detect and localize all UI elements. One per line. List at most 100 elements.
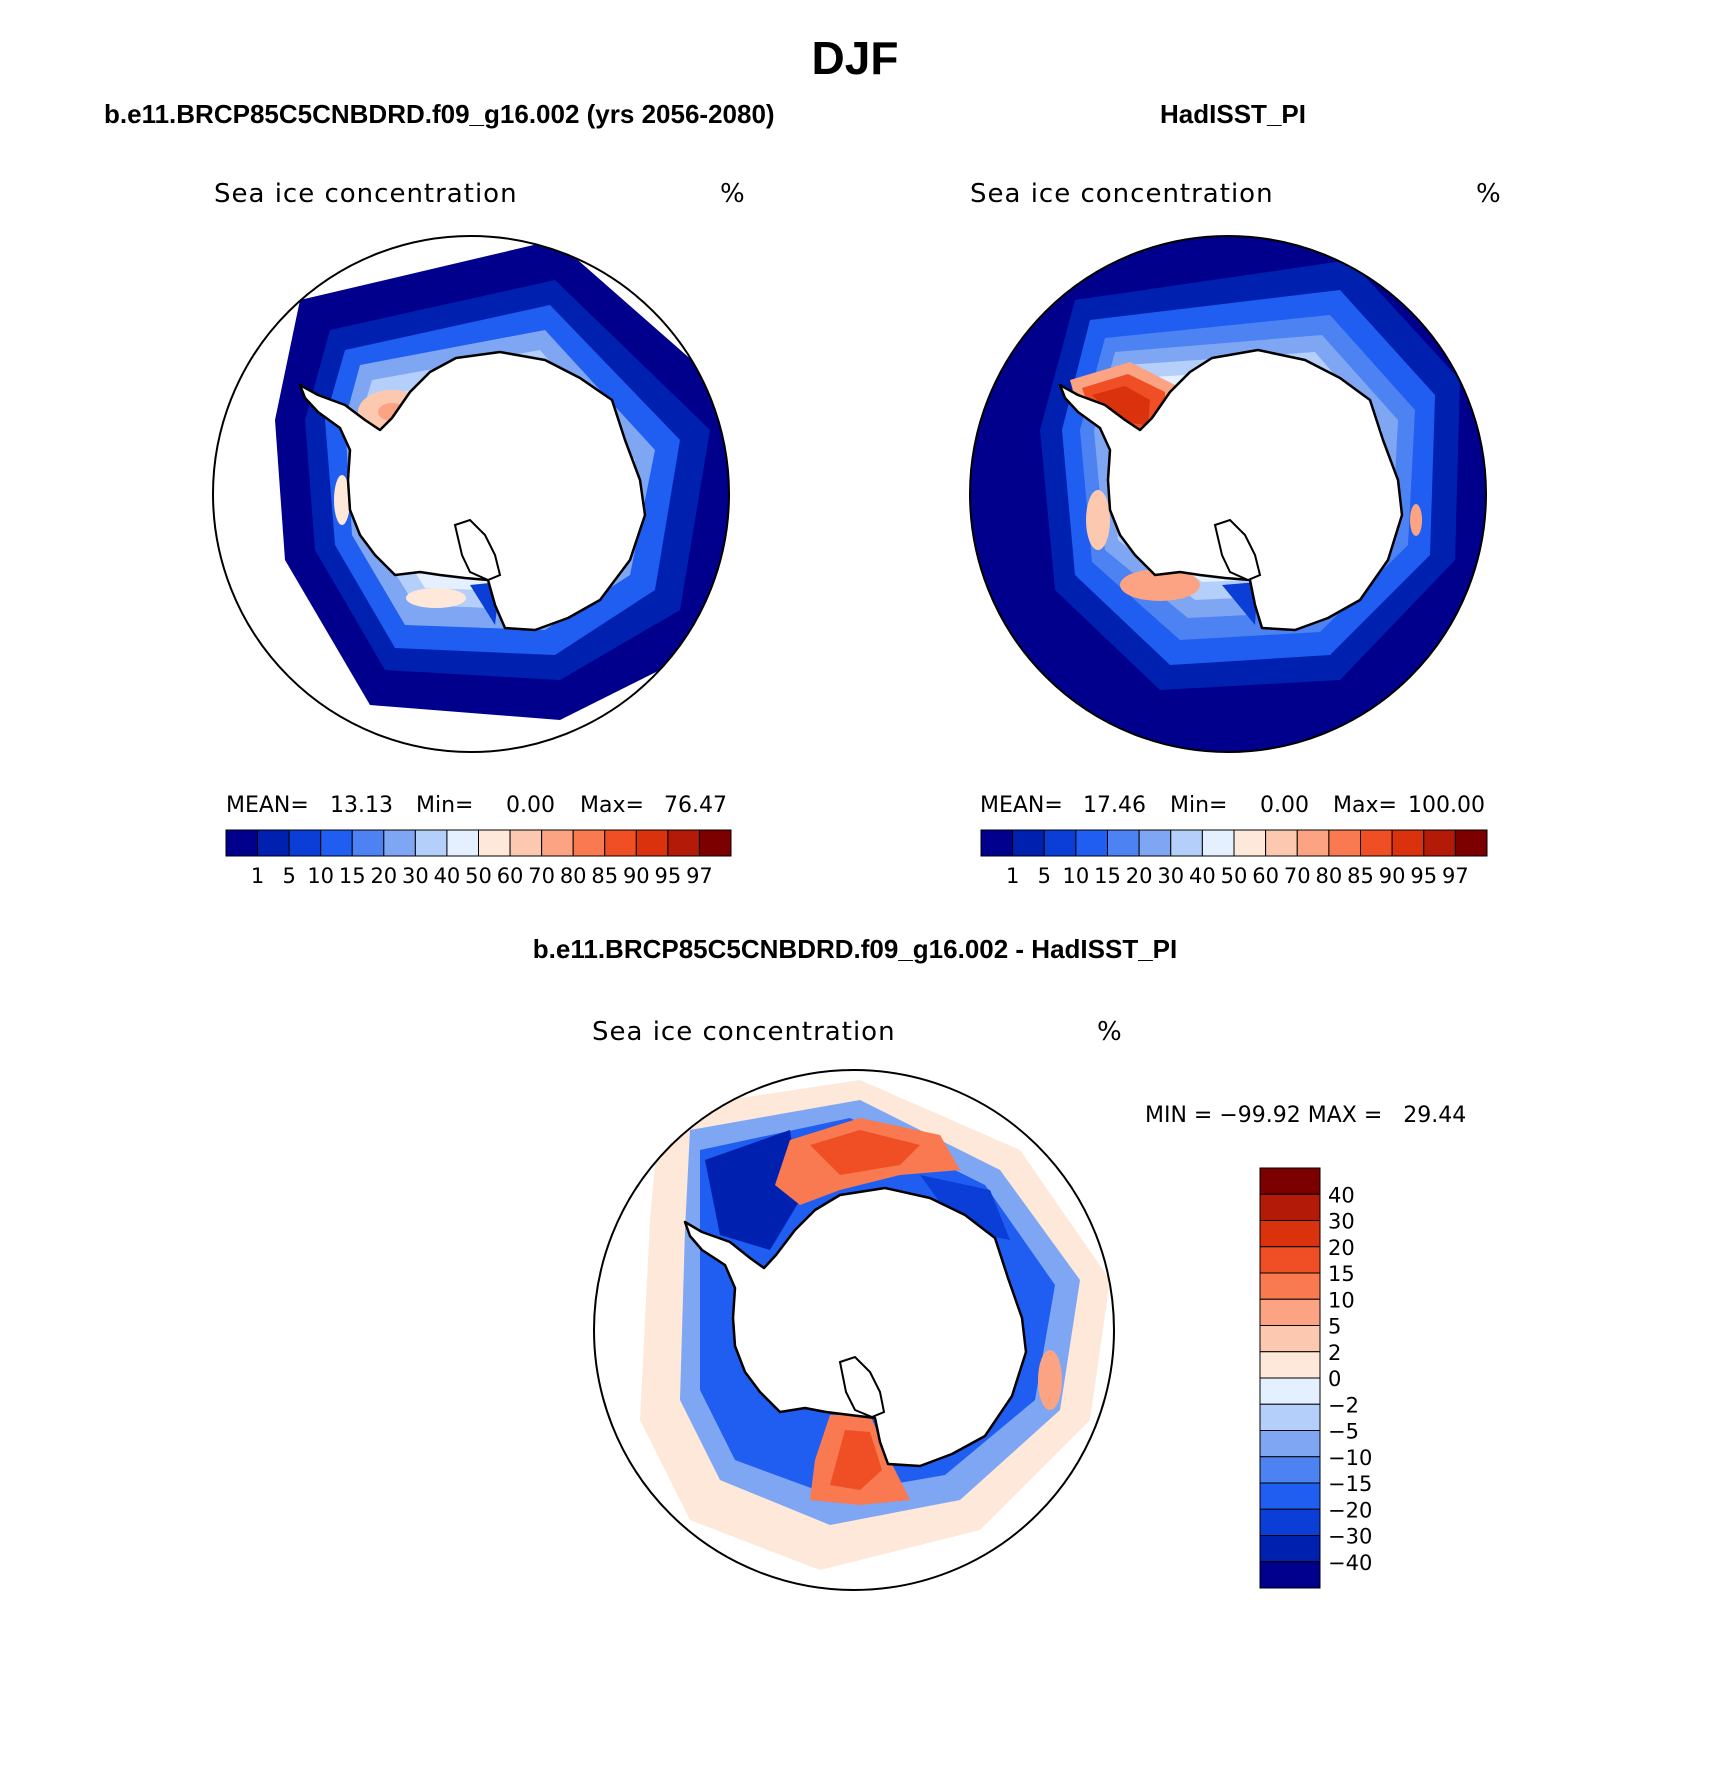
colorbar-tick-label: 90 [1379,864,1406,888]
low-concentration-patch [1222,582,1258,625]
colorbar-swatch [1233,829,1267,857]
colorbar-swatch [1454,829,1488,857]
colorbar-tick-label: 70 [1284,864,1311,888]
colorbar-swatch [1259,1482,1321,1510]
colorbar-tick-label: 80 [1316,864,1343,888]
colorbar-tick-label: 20 [370,864,397,888]
colorbar-swatch [1259,1377,1321,1405]
colorbar-swatch [1259,1403,1321,1431]
colorbar-swatch [320,829,353,857]
colorbar-tick-label: 15 [1328,1262,1355,1286]
colorbar-swatch [1138,829,1172,857]
colorbar-swatch [383,829,416,857]
colorbar-tick-label: 1 [251,864,264,888]
colorbar-tick-label: 60 [1252,864,1279,888]
colorbar-swatch [667,829,700,857]
colorbar-swatch [1423,829,1456,857]
colorbar-tick-label: 10 [1328,1288,1355,1312]
units-label: % [720,179,745,209]
units-label: % [1476,179,1501,209]
colorbar-swatch [980,829,1014,857]
colorbar-tick-label: 20 [1126,864,1153,888]
colorbar-swatch [1360,829,1393,857]
colorbar-tick-label: 50 [1221,864,1248,888]
stats-line: MEAN= 17.46 Min= 0.00 Max= 100.00 [980,793,1485,818]
high-concentration-patch [334,475,350,525]
stats-line: MEAN= 13.13 Min= 0.00 Max= 76.47 [226,793,727,818]
colorbar-tick-label: 95 [655,864,682,888]
high-concentration-patch [1092,386,1150,425]
colorbar-tick-label: 30 [1328,1210,1355,1234]
colorbar-swatch [1328,829,1361,857]
difference-band [705,1130,800,1250]
colorbar-tick-label: 70 [528,864,555,888]
colorbar-tick-label: −10 [1328,1446,1372,1470]
colorbar-tick-label: 97 [1442,864,1469,888]
colorbar-tick-label: 15 [339,864,366,888]
high-concentration-patch [1086,490,1110,550]
ross-ice-shelf-outline [1213,518,1262,582]
panel-title: b.e11.BRCP85C5CNBDRD.f09_g16.002 - HadIS… [533,934,1177,964]
colorbar-tick-label: 60 [497,864,524,888]
colorbar-swatch [414,829,448,857]
panel-model: b.e11.BRCP85C5CNBDRD.f09_g16.002 (yrs 20… [104,99,775,888]
colorbar-swatch [288,829,322,857]
antarctica-landmass [683,1186,1028,1468]
colorbar-swatch [257,829,290,857]
colorbar-swatch [698,829,732,857]
colorbar-tick-label: 2 [1328,1341,1341,1365]
colorbar-tick-label: 50 [465,864,492,888]
high-concentration-patch [406,588,466,608]
ross-ice-shelf-outline [838,1355,886,1419]
colorbar-swatch [1259,1430,1321,1458]
colorbar-tick-label: 5 [282,864,295,888]
colorbar-tick-label: −30 [1328,1525,1372,1549]
colorbar-swatch [1265,829,1298,857]
positive-anomaly [830,1430,882,1490]
panel-title: b.e11.BRCP85C5CNBDRD.f09_g16.002 (yrs 20… [104,99,775,129]
min-max-label: MIN = −99.92 MAX = 29.44 [1145,1103,1466,1128]
panel-title: HadISST_PI [1160,99,1306,129]
ross-ice-shelf-outline [453,518,502,582]
colorbar-swatch [1259,1351,1321,1379]
colorbar-tick-label: −20 [1328,1498,1372,1522]
colorbar-swatch [1296,829,1330,857]
colorbar-tick-label: 30 [402,864,429,888]
colorbar-swatch [1259,1193,1321,1221]
colorbar-tick-label: 20 [1328,1236,1355,1260]
colorbar-swatch [1259,1272,1321,1300]
colorbar-swatch [1012,829,1045,857]
colorbar-tick-label: 85 [1347,864,1374,888]
colorbar-tick-label: 15 [1094,864,1121,888]
units-label: % [1097,1017,1122,1047]
antarctica-landmass [1058,348,1404,632]
colorbar-swatch [1259,1298,1321,1326]
panel-observed: HadISST_PI Sea ice concentration % [969,99,1501,888]
colorbar-tick-label: 90 [623,864,650,888]
colorbar-swatch [572,829,606,857]
colorbar-swatch [541,829,574,857]
colorbar-swatch [1043,829,1077,857]
field-label: Sea ice concentration [970,179,1274,209]
panel-difference: b.e11.BRCP85C5CNBDRD.f09_g16.002 - HadIS… [533,934,1466,1591]
colorbar-tick-label: −40 [1328,1551,1372,1575]
colorbar-swatch [1259,1508,1321,1536]
high-concentration-patch [1120,569,1200,601]
colorbar-tick-label: −5 [1328,1420,1359,1444]
colorbar-tick-label: −2 [1328,1393,1359,1417]
colorbar-swatch [1259,1535,1321,1563]
colorbar-swatch [1259,1246,1321,1274]
colorbar-swatch [225,829,259,857]
colorbar-swatch [1259,1167,1321,1195]
colorbar-tick-label: 5 [1328,1315,1341,1339]
colorbar-swatch [509,829,543,857]
colorbar-swatch [1075,829,1108,857]
colorbar-swatch [1259,1220,1321,1248]
colorbar-swatch [351,829,385,857]
colorbar-swatch [604,829,637,857]
colorbar-swatch [1259,1456,1321,1484]
colorbar-swatch [1259,1561,1321,1589]
polar-map [969,235,1487,753]
